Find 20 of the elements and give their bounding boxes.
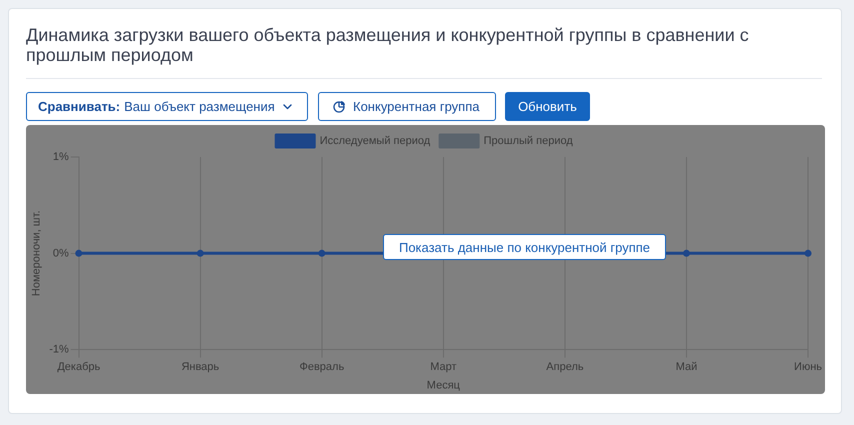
y-tick-label: -1%: [49, 344, 69, 356]
y-tick-label: 1%: [52, 151, 69, 164]
x-tick-label: Июнь: [794, 361, 822, 374]
y-tick-label: 0%: [52, 247, 69, 260]
x-tick-label: Декабрь: [57, 361, 100, 374]
x-tick-label: Январь: [181, 361, 220, 374]
x-tick-label: Май: [676, 361, 698, 374]
x-tick-label: Апрель: [546, 361, 584, 374]
x-tick-label: Февраль: [299, 361, 344, 374]
x-axis-title: Месяц: [426, 379, 461, 392]
legend-label: Исследуемый период: [320, 135, 431, 148]
annotation: Показать данные по конкурентной группе: [398, 240, 650, 254]
refresh-button[interactable]: Обновить: [505, 92, 590, 121]
y-axis-title: Номероночи, шт.: [30, 210, 43, 296]
legend-label: Прошлый период: [484, 135, 574, 148]
chart-title: Динамика загрузки вашего объекта размещения и конкурентной группы в сравнении с прошлым периодом: [26, 25, 750, 65]
group-button[interactable]: Конкурентная группа: [318, 92, 496, 121]
show-group-button[interactable]: Показать данные по конкурентной группе: [383, 234, 666, 260]
x-tick-label: Март: [430, 361, 457, 374]
compare-dropdown[interactable]: Сравнивать: Ваш объект размещения: [26, 92, 308, 121]
